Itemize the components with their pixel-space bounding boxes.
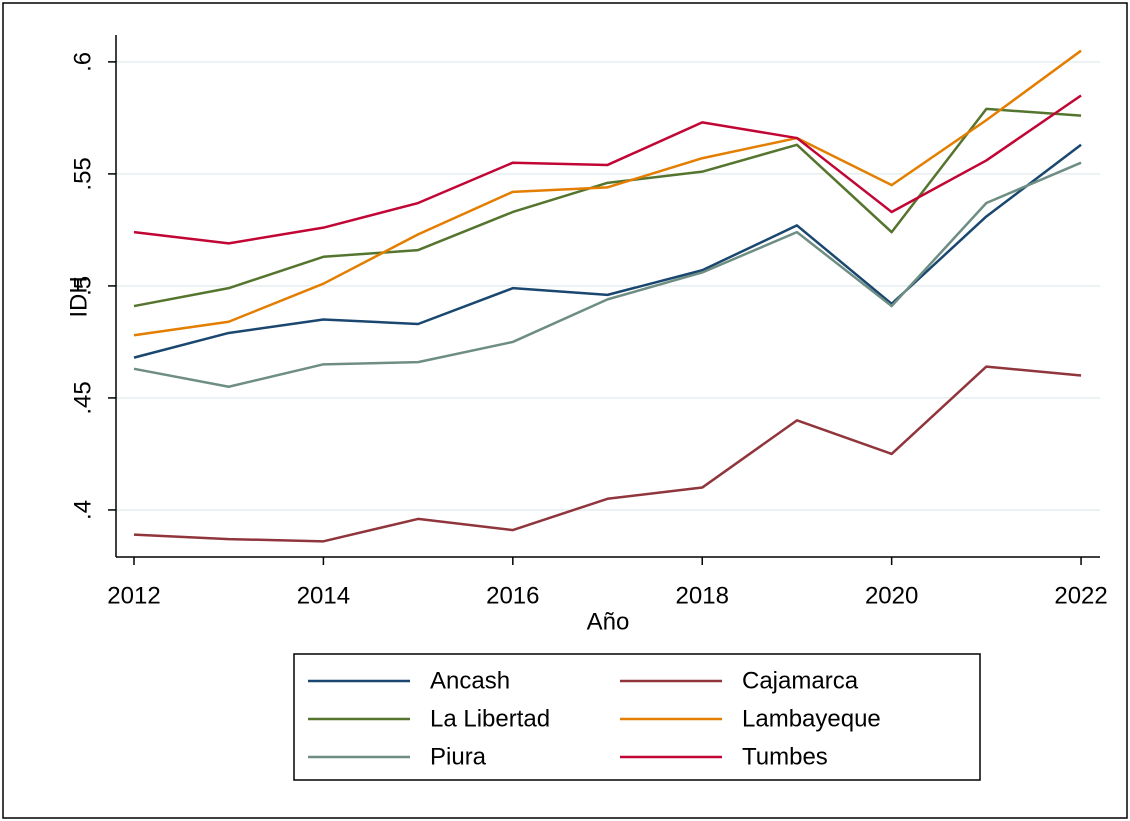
series-line <box>133 94 1082 245</box>
y-tick-label: .6 <box>69 52 96 72</box>
legend-label: Lambayeque <box>742 705 881 732</box>
y-axis-label: IDH <box>65 276 92 317</box>
x-tick-label: 2012 <box>107 582 160 609</box>
series-line <box>133 161 1082 388</box>
y-tick-label: .4 <box>69 500 96 520</box>
y-tick-label: .45 <box>69 381 96 414</box>
legend-label: Piura <box>430 743 487 770</box>
legend-label: Tumbes <box>742 743 828 770</box>
x-tick-label: 2018 <box>676 582 729 609</box>
y-tick-label: .55 <box>69 157 96 190</box>
legend-label: Ancash <box>430 667 510 694</box>
series-line <box>133 107 1082 308</box>
series-line <box>133 143 1082 359</box>
series-line <box>133 365 1082 543</box>
x-tick-label: 2020 <box>865 582 918 609</box>
x-axis-label: Año <box>587 608 630 635</box>
legend-label: Cajamarca <box>742 667 859 694</box>
legend-box <box>293 653 981 781</box>
legend-label: La Libertad <box>430 705 550 732</box>
x-tick-label: 2016 <box>486 582 539 609</box>
series-line <box>133 49 1082 337</box>
y-tick-label: .5 <box>69 276 96 296</box>
x-tick-label: 2014 <box>297 582 350 609</box>
x-tick-label: 2022 <box>1054 582 1107 609</box>
